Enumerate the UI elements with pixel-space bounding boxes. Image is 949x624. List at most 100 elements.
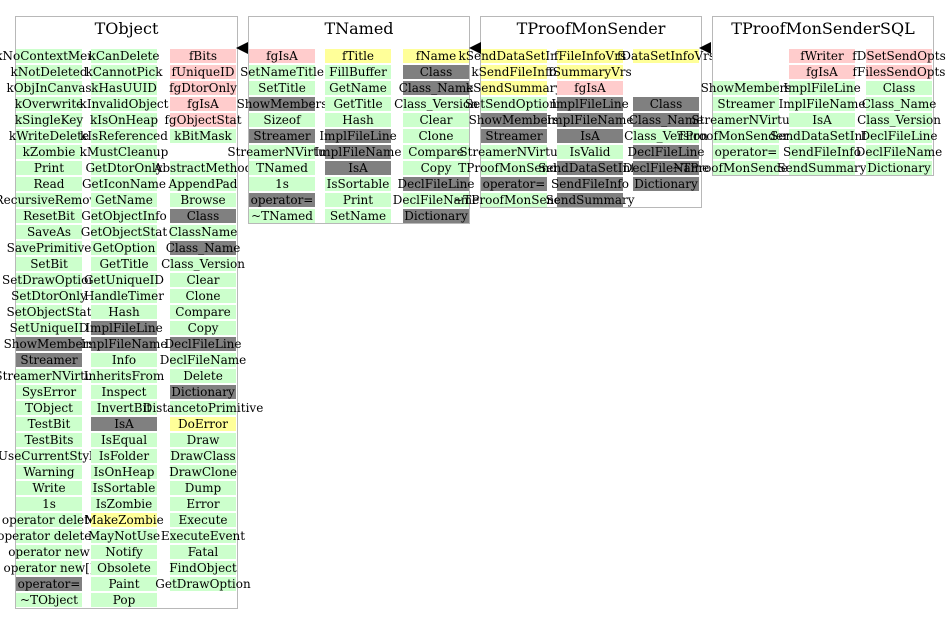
member-item[interactable]: TestBit <box>16 417 82 431</box>
member-item[interactable]: Print <box>16 161 82 175</box>
member-item[interactable]: Streamer <box>713 97 779 111</box>
member-item[interactable]: InheritsFrom <box>84 369 164 383</box>
member-item[interactable]: fBits <box>170 49 236 63</box>
member-item[interactable]: Dictionary <box>170 385 236 399</box>
member-item[interactable]: DoError <box>170 417 236 431</box>
member-item[interactable]: DeclFileName <box>393 193 479 207</box>
member-item[interactable]: kHasUUID <box>91 81 157 95</box>
member-item[interactable]: InvertBit <box>91 401 157 415</box>
member-item[interactable]: kZombie <box>16 145 82 159</box>
member-item[interactable]: ShowMembers <box>237 97 327 111</box>
member-item[interactable]: ImplFileLine <box>319 129 397 143</box>
member-item[interactable]: DeclFileName <box>856 145 942 159</box>
member-item[interactable]: fSummaryVrs <box>548 65 632 79</box>
member-item[interactable]: IsZombie <box>91 497 157 511</box>
member-item[interactable]: ~TNamed <box>249 209 315 223</box>
member-item[interactable]: operator= <box>481 177 547 191</box>
member-item[interactable]: Clone <box>403 129 469 143</box>
member-item[interactable]: Paint <box>91 577 157 591</box>
member-item[interactable]: IsA <box>557 129 623 143</box>
member-item[interactable]: operator= <box>713 145 779 159</box>
member-item[interactable]: FindObject <box>169 561 237 575</box>
member-item[interactable]: ResetBit <box>16 209 82 223</box>
member-item[interactable]: SaveAs <box>16 225 82 239</box>
member-item[interactable]: Notify <box>91 545 157 559</box>
member-item[interactable]: fName <box>403 49 469 63</box>
class-title[interactable]: TNamed <box>324 19 394 38</box>
member-item[interactable]: Class_Version <box>624 129 708 143</box>
member-item[interactable]: fUniqueID <box>170 65 236 79</box>
member-item[interactable]: SendFileInfo <box>551 177 629 191</box>
member-item[interactable]: Hash <box>91 305 157 319</box>
member-item[interactable]: GetName <box>91 193 157 207</box>
member-item[interactable]: ~TProofMonSenderSQL <box>672 161 820 175</box>
member-item[interactable]: Pop <box>91 593 157 607</box>
member-item[interactable]: Delete <box>170 369 236 383</box>
member-item[interactable]: Clear <box>403 113 469 127</box>
member-item[interactable]: fTitle <box>325 49 391 63</box>
member-item[interactable]: GetTitle <box>91 257 157 271</box>
member-item[interactable]: Sizeof <box>249 113 315 127</box>
member-item[interactable]: IsA <box>91 417 157 431</box>
member-item[interactable]: DeclFileLine <box>397 177 475 191</box>
member-item[interactable]: ShowMembers <box>469 113 559 127</box>
member-item[interactable]: MayNotUse <box>88 529 160 543</box>
member-item[interactable]: Class_Name <box>399 81 473 95</box>
member-item[interactable]: Class <box>633 97 699 111</box>
member-item[interactable]: Class <box>866 81 932 95</box>
member-item[interactable]: TNamed <box>249 161 315 175</box>
member-item[interactable]: IsSortable <box>91 481 157 495</box>
member-item[interactable]: ImplFileLine <box>783 81 861 95</box>
member-item[interactable]: ShowMembers <box>4 337 94 351</box>
member-item[interactable]: IsA <box>789 113 855 127</box>
member-item[interactable]: kInvalidObject <box>80 97 168 111</box>
member-item[interactable]: IsFolder <box>91 449 157 463</box>
member-item[interactable]: operator new[] <box>4 561 94 575</box>
member-item[interactable]: Streamer <box>16 353 82 367</box>
member-item[interactable]: DistancetoPrimitive <box>143 401 263 415</box>
member-item[interactable]: StreamerNVirtual <box>227 145 337 159</box>
member-item[interactable]: Streamer <box>481 129 547 143</box>
member-item[interactable]: SetDrawOption <box>2 273 96 287</box>
member-item[interactable]: Dictionary <box>403 209 469 223</box>
member-item[interactable]: Inspect <box>91 385 157 399</box>
member-item[interactable]: DeclFileLine <box>860 129 938 143</box>
member-item[interactable]: SetUniqueID <box>10 321 88 335</box>
member-item[interactable]: SendSummary <box>545 193 635 207</box>
member-item[interactable]: Class_Version <box>394 97 478 111</box>
member-item[interactable]: kWriteDelete <box>9 129 89 143</box>
member-item[interactable]: Info <box>91 353 157 367</box>
member-item[interactable]: ImplFileName <box>779 97 865 111</box>
member-item[interactable]: ImplFileName <box>81 337 167 351</box>
member-item[interactable]: GetObjectStat <box>81 225 167 239</box>
class-title[interactable]: TObject <box>94 19 159 38</box>
member-item[interactable]: SetName <box>325 209 391 223</box>
member-item[interactable]: fgIsA <box>789 65 855 79</box>
member-item[interactable]: fDSetSendOpts <box>852 49 946 63</box>
member-item[interactable]: SendDataSetInfo <box>538 161 642 175</box>
member-item[interactable]: kMustCleanup <box>80 145 168 159</box>
member-item[interactable]: StreamerNVirtual <box>691 113 801 127</box>
member-item[interactable]: MakeZombie <box>84 513 164 527</box>
member-item[interactable]: SavePrimitive <box>7 241 91 255</box>
member-item[interactable]: Clone <box>170 289 236 303</box>
member-item[interactable]: operator new <box>8 545 90 559</box>
member-item[interactable]: Write <box>16 481 82 495</box>
member-item[interactable]: Streamer <box>249 129 315 143</box>
member-item[interactable]: ImplFileName <box>315 145 401 159</box>
member-item[interactable]: DeclFileLine <box>627 145 705 159</box>
member-item[interactable]: 1s <box>16 497 82 511</box>
member-item[interactable]: Print <box>325 193 391 207</box>
member-item[interactable]: SendFileInfo <box>783 145 861 159</box>
member-item[interactable]: RecursiveRemove <box>0 193 103 207</box>
class-title[interactable]: TProofMonSender <box>516 19 666 38</box>
member-item[interactable]: Clear <box>170 273 236 287</box>
member-item[interactable]: Dump <box>170 481 236 495</box>
member-item[interactable]: Copy <box>170 321 236 335</box>
member-item[interactable]: 1s <box>249 177 315 191</box>
member-item[interactable]: ~TProofMonSender <box>453 193 575 207</box>
member-item[interactable]: HandleTimer <box>84 289 164 303</box>
member-item[interactable]: IsSortable <box>325 177 391 191</box>
member-item[interactable]: SetSendOptions <box>465 97 563 111</box>
member-item[interactable]: fgIsA <box>170 97 236 111</box>
